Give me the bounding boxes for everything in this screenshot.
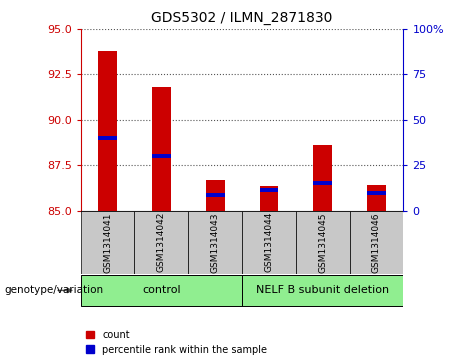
Bar xyxy=(260,188,278,192)
Bar xyxy=(206,180,225,211)
Text: GSM1314046: GSM1314046 xyxy=(372,212,381,273)
Bar xyxy=(367,191,386,195)
FancyBboxPatch shape xyxy=(81,211,135,274)
Bar xyxy=(152,87,171,211)
FancyBboxPatch shape xyxy=(349,211,403,274)
Text: GSM1314041: GSM1314041 xyxy=(103,212,112,273)
Text: GSM1314044: GSM1314044 xyxy=(265,212,273,273)
Bar xyxy=(313,181,332,185)
FancyBboxPatch shape xyxy=(242,211,296,274)
Text: GSM1314045: GSM1314045 xyxy=(318,212,327,273)
FancyBboxPatch shape xyxy=(81,275,242,306)
Bar xyxy=(260,186,278,211)
Bar xyxy=(98,136,117,140)
FancyBboxPatch shape xyxy=(296,211,349,274)
Text: GSM1314043: GSM1314043 xyxy=(211,212,219,273)
Text: NELF B subunit deletion: NELF B subunit deletion xyxy=(256,285,389,295)
FancyBboxPatch shape xyxy=(242,275,403,306)
Text: control: control xyxy=(142,285,181,295)
Bar xyxy=(98,51,117,211)
Text: genotype/variation: genotype/variation xyxy=(5,285,104,295)
Bar xyxy=(367,185,386,211)
Bar xyxy=(313,145,332,211)
FancyBboxPatch shape xyxy=(135,211,188,274)
Bar xyxy=(152,154,171,158)
Legend: count, percentile rank within the sample: count, percentile rank within the sample xyxy=(86,330,267,355)
Title: GDS5302 / ILMN_2871830: GDS5302 / ILMN_2871830 xyxy=(151,11,333,25)
FancyBboxPatch shape xyxy=(188,211,242,274)
Bar xyxy=(206,193,225,197)
Text: GSM1314042: GSM1314042 xyxy=(157,212,166,273)
